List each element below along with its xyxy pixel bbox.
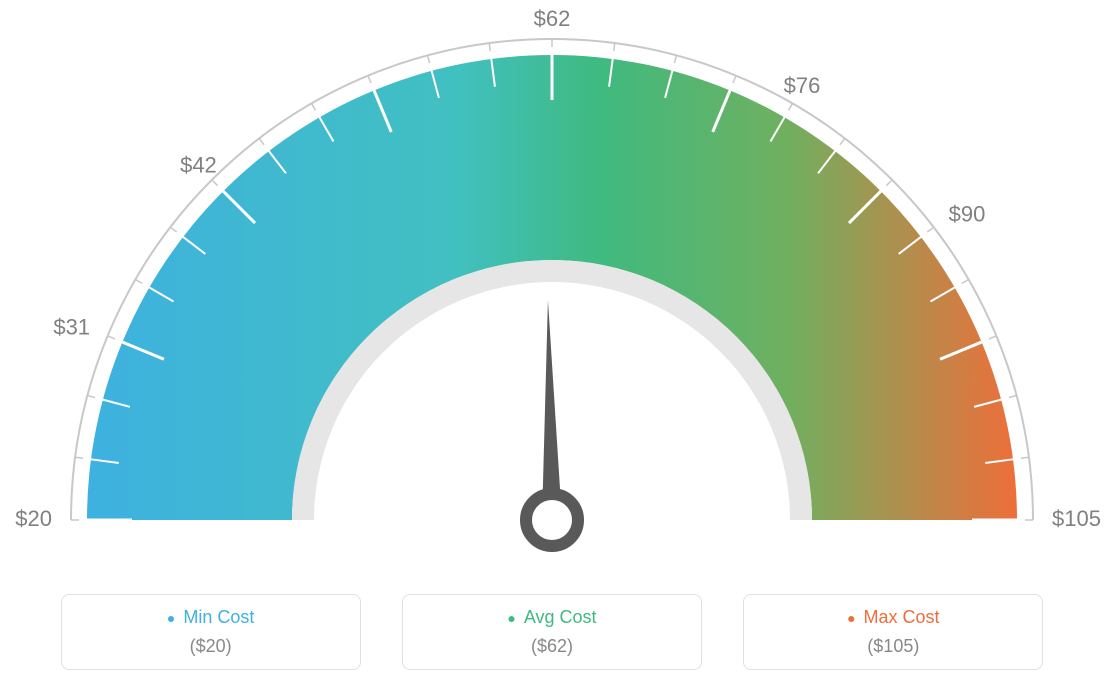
legend-avg-title: Avg Cost bbox=[507, 607, 596, 628]
legend-min-title: Min Cost bbox=[167, 607, 254, 628]
gauge-outline-tick bbox=[108, 336, 115, 339]
legend-min-label: Min Cost bbox=[183, 607, 254, 628]
gauge-scale-label: $76 bbox=[784, 73, 821, 98]
legend-avg-label: Avg Cost bbox=[524, 607, 597, 628]
gauge-svg: $20 $31 $42 $62 $76 $90 $105 bbox=[0, 0, 1104, 570]
legend-avg-value: ($62) bbox=[423, 636, 681, 657]
gauge-outline-tick bbox=[886, 180, 892, 186]
gauge-scale-label: $31 bbox=[53, 315, 90, 340]
gauge-outline-tick bbox=[259, 138, 264, 144]
gauge-area: $20 $31 $42 $62 $76 $90 $105 bbox=[0, 0, 1104, 570]
gauge-outline-tick bbox=[489, 43, 490, 51]
gauge-outline-tick bbox=[170, 227, 176, 232]
gauge-scale-label: $90 bbox=[949, 202, 986, 227]
legend-card-max: Max Cost ($105) bbox=[743, 594, 1043, 670]
legend-card-avg: Avg Cost ($62) bbox=[402, 594, 702, 670]
gauge-outline-tick bbox=[674, 55, 676, 63]
gauge-needle bbox=[542, 300, 562, 520]
gauge-outline-tick bbox=[1021, 457, 1029, 458]
gauge-outline-tick bbox=[733, 76, 736, 83]
gauge-scale-label: $42 bbox=[180, 152, 217, 177]
gauge-scale-label: $105 bbox=[1052, 506, 1101, 531]
gauge-outline-tick bbox=[614, 43, 615, 51]
legend-card-min: Min Cost ($20) bbox=[61, 594, 361, 670]
gauge-outline-tick bbox=[428, 55, 430, 63]
gauge-outline-tick bbox=[135, 280, 142, 284]
gauge-outline-tick bbox=[962, 280, 969, 284]
gauge-outline-tick bbox=[989, 336, 996, 339]
legend-max-title: Max Cost bbox=[847, 607, 940, 628]
gauge-outline-tick bbox=[75, 457, 83, 458]
gauge-outline-tick bbox=[368, 76, 371, 83]
legend-min-value: ($20) bbox=[82, 636, 340, 657]
gauge-scale-label: $20 bbox=[15, 506, 52, 531]
gauge-scale-label: $62 bbox=[534, 6, 571, 31]
gauge-outline-tick bbox=[312, 103, 316, 110]
gauge-chart-container: $20 $31 $42 $62 $76 $90 $105 Min Cost ($20) Av… bbox=[0, 0, 1104, 690]
gauge-outline-tick bbox=[212, 180, 218, 186]
gauge-outline-tick bbox=[927, 227, 933, 232]
legend-max-label: Max Cost bbox=[864, 607, 940, 628]
gauge-needle-hub bbox=[526, 494, 578, 546]
gauge-outline-tick bbox=[1009, 396, 1017, 398]
legend-row: Min Cost ($20) Avg Cost ($62) Max Cost (… bbox=[0, 594, 1104, 670]
gauge-outline-tick bbox=[87, 396, 95, 398]
legend-max-value: ($105) bbox=[764, 636, 1022, 657]
gauge-outline-tick bbox=[840, 138, 845, 144]
gauge-outline-tick bbox=[789, 103, 793, 110]
